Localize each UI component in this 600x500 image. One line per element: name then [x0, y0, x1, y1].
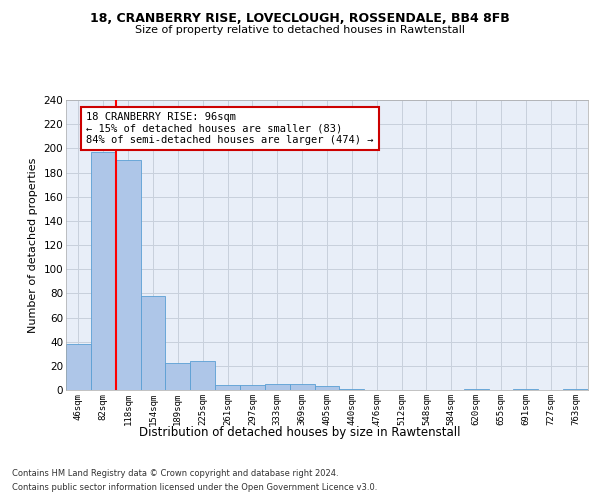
Bar [265, 384, 290, 390]
Bar [91, 152, 116, 390]
Bar [314, 386, 340, 390]
Bar [563, 389, 588, 390]
Text: Size of property relative to detached houses in Rawtenstall: Size of property relative to detached ho… [135, 25, 465, 35]
Bar [340, 389, 364, 390]
Bar [190, 361, 215, 390]
Bar [66, 344, 91, 390]
Text: Contains public sector information licensed under the Open Government Licence v3: Contains public sector information licen… [12, 484, 377, 492]
Bar [215, 385, 240, 390]
Bar [290, 384, 314, 390]
Text: 18, CRANBERRY RISE, LOVECLOUGH, ROSSENDALE, BB4 8FB: 18, CRANBERRY RISE, LOVECLOUGH, ROSSENDA… [90, 12, 510, 26]
Text: Contains HM Land Registry data © Crown copyright and database right 2024.: Contains HM Land Registry data © Crown c… [12, 468, 338, 477]
Text: 18 CRANBERRY RISE: 96sqm
← 15% of detached houses are smaller (83)
84% of semi-d: 18 CRANBERRY RISE: 96sqm ← 15% of detach… [86, 112, 373, 146]
Bar [166, 364, 190, 390]
Bar [240, 385, 265, 390]
Bar [514, 389, 538, 390]
Text: Distribution of detached houses by size in Rawtenstall: Distribution of detached houses by size … [139, 426, 461, 439]
Y-axis label: Number of detached properties: Number of detached properties [28, 158, 38, 332]
Bar [116, 160, 140, 390]
Bar [464, 389, 488, 390]
Bar [140, 296, 166, 390]
